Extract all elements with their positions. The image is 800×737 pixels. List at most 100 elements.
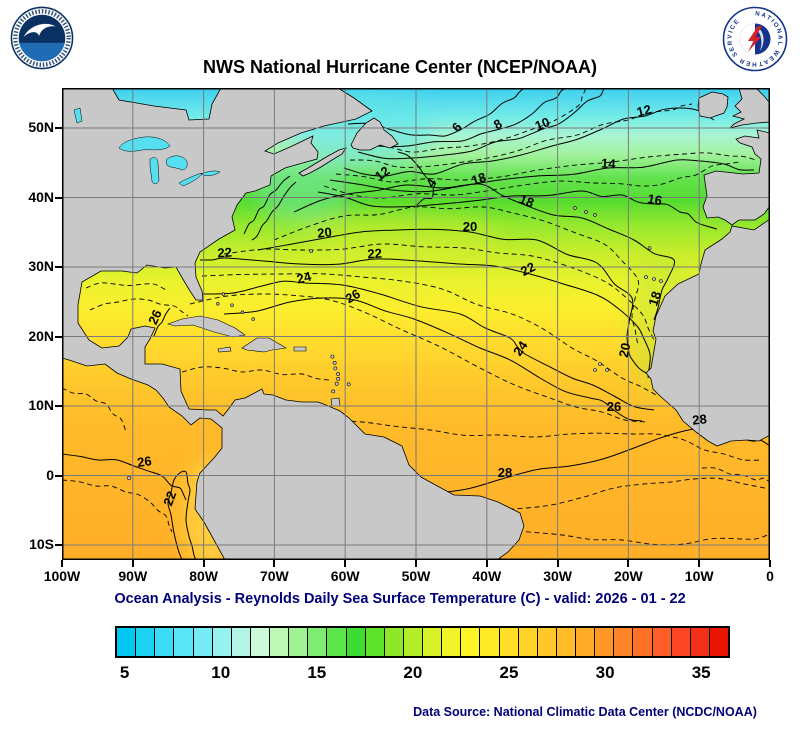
isotherm-label: 18 bbox=[469, 169, 487, 188]
noaa-logo-sea bbox=[19, 42, 65, 62]
isotherm-label: 20 bbox=[463, 219, 477, 234]
lat-axis-tick bbox=[55, 405, 62, 407]
isotherm-label: 18 bbox=[517, 191, 536, 210]
lon-axis-label: 20W bbox=[613, 568, 643, 584]
colorbar-tick-label: 20 bbox=[403, 663, 423, 682]
isotherm-contour bbox=[223, 297, 643, 422]
colorbar-cell bbox=[556, 628, 576, 656]
lon-axis-tick bbox=[627, 560, 630, 567]
isotherm-label: 12 bbox=[635, 102, 653, 120]
lat-axis-label: 50N bbox=[28, 119, 54, 135]
colorbar-cell bbox=[499, 628, 519, 656]
lon-axis-tick bbox=[485, 560, 488, 567]
lesser-antilles bbox=[330, 354, 351, 394]
lat-axis-tick bbox=[55, 335, 62, 338]
puerto-rico bbox=[293, 346, 307, 352]
isotherm-contour bbox=[329, 159, 755, 193]
isotherm-contour-intermediate bbox=[189, 293, 647, 423]
isotherm-contour-intermediate bbox=[291, 420, 763, 461]
colorbar-cell bbox=[308, 628, 328, 656]
lon-axis-tick bbox=[344, 560, 347, 567]
landmasses bbox=[62, 88, 770, 560]
isotherm-label: 26 bbox=[136, 453, 152, 470]
isotherm-contour bbox=[343, 107, 715, 177]
isotherm-contour-intermediate bbox=[354, 88, 587, 153]
nws-logo: NATIONAL WEATHER SERVICE bbox=[722, 6, 788, 77]
isotherm-contour-intermediate bbox=[85, 282, 167, 291]
lon-axis-tick bbox=[273, 560, 276, 567]
isotherm-label: 10 bbox=[533, 114, 552, 133]
isotherm-contour bbox=[199, 257, 651, 379]
isotherm-contour-intermediate bbox=[335, 152, 757, 183]
lat-axis-label: 40N bbox=[28, 188, 54, 205]
isotherm-contour-intermediate bbox=[441, 477, 770, 521]
lon-axis-tick bbox=[769, 560, 771, 567]
colorbar-cell bbox=[327, 628, 347, 656]
isotherm-contour bbox=[251, 181, 297, 241]
colorbar-cell bbox=[250, 628, 270, 656]
lon-axis-tick bbox=[131, 560, 134, 567]
atlantic-islands bbox=[573, 206, 663, 372]
lon-axis-tick bbox=[556, 560, 559, 567]
isotherm-contour bbox=[293, 183, 675, 321]
intermediate-isotherms bbox=[62, 88, 770, 546]
isotherm-contour-intermediate bbox=[323, 161, 741, 199]
colorbar-cell bbox=[270, 628, 290, 656]
lon-axis-label: 40W bbox=[472, 568, 502, 584]
colorbar-tick-label: 15 bbox=[307, 663, 327, 682]
isotherm-contour-intermediate bbox=[181, 366, 331, 381]
isotherm-contour bbox=[153, 307, 171, 337]
isotherm-contour bbox=[357, 88, 609, 160]
isotherm-label: 28 bbox=[498, 465, 512, 480]
isotherm-label: 22 bbox=[217, 245, 232, 261]
isotherm-contour-intermediate bbox=[273, 206, 640, 347]
isotherm-label: 22 bbox=[160, 489, 179, 508]
colorbar-cell bbox=[518, 628, 538, 656]
colorbar-cell bbox=[633, 628, 653, 656]
lon-axis-tick bbox=[415, 560, 417, 567]
galapagos bbox=[126, 475, 132, 481]
colorbar-cell bbox=[652, 628, 672, 656]
lon-axis-label: 50W bbox=[401, 568, 431, 584]
lon-axis-label: 70W bbox=[259, 568, 289, 584]
colorbar-cell bbox=[365, 628, 385, 656]
noaa-seagull-icon bbox=[23, 23, 56, 38]
lake-michigan bbox=[149, 157, 160, 185]
isotherm-label: 20 bbox=[317, 224, 333, 240]
data-source: Data Source: National Climatic Data Cent… bbox=[413, 705, 757, 719]
colorbar-tick-label: 10 bbox=[211, 663, 231, 682]
colorbar-cell bbox=[231, 628, 251, 656]
lat-axis-tick bbox=[55, 474, 62, 477]
noaa-logo-emblem bbox=[10, 6, 74, 70]
colorbar-cell bbox=[174, 628, 194, 656]
colorbar-cell bbox=[289, 628, 309, 656]
colorbar-tick-label: 35 bbox=[691, 663, 711, 682]
colorbar-tick-label: 5 bbox=[119, 663, 130, 682]
lake-erie bbox=[178, 172, 203, 187]
colorbar-cell bbox=[403, 628, 423, 656]
colorbar-cell bbox=[595, 628, 615, 656]
colorbar-cell bbox=[461, 628, 481, 656]
newfoundland bbox=[350, 117, 399, 151]
lake-winnipeg bbox=[73, 107, 83, 124]
noaa-logo bbox=[10, 6, 74, 75]
lat-axis-tick bbox=[55, 266, 62, 268]
lon-axis-label: 30W bbox=[543, 568, 572, 584]
colorbar-cell bbox=[346, 628, 366, 656]
colorbar-cell bbox=[212, 628, 232, 656]
lat-axis-tick bbox=[55, 196, 62, 199]
isotherm-label: 22 bbox=[518, 259, 538, 279]
lat-axis-tick bbox=[55, 544, 62, 546]
colorbar-cell bbox=[384, 628, 404, 656]
map-caption: Ocean Analysis - Reynolds Daily Sea Surf… bbox=[114, 591, 686, 607]
isotherm-label: 24 bbox=[295, 268, 313, 286]
nws-logo-emblem: NATIONAL WEATHER SERVICE bbox=[722, 6, 788, 72]
lon-axis-tick bbox=[698, 560, 701, 567]
cuba bbox=[167, 315, 246, 338]
isotherm-contour-intermediate bbox=[89, 298, 189, 317]
africa-landmass bbox=[645, 218, 770, 447]
lat-axis-label: 0 bbox=[46, 466, 54, 483]
isotherm-contour-intermediate bbox=[62, 387, 127, 433]
isotherm-label: 18 bbox=[645, 289, 664, 307]
isotherm-label: 14 bbox=[601, 156, 617, 172]
